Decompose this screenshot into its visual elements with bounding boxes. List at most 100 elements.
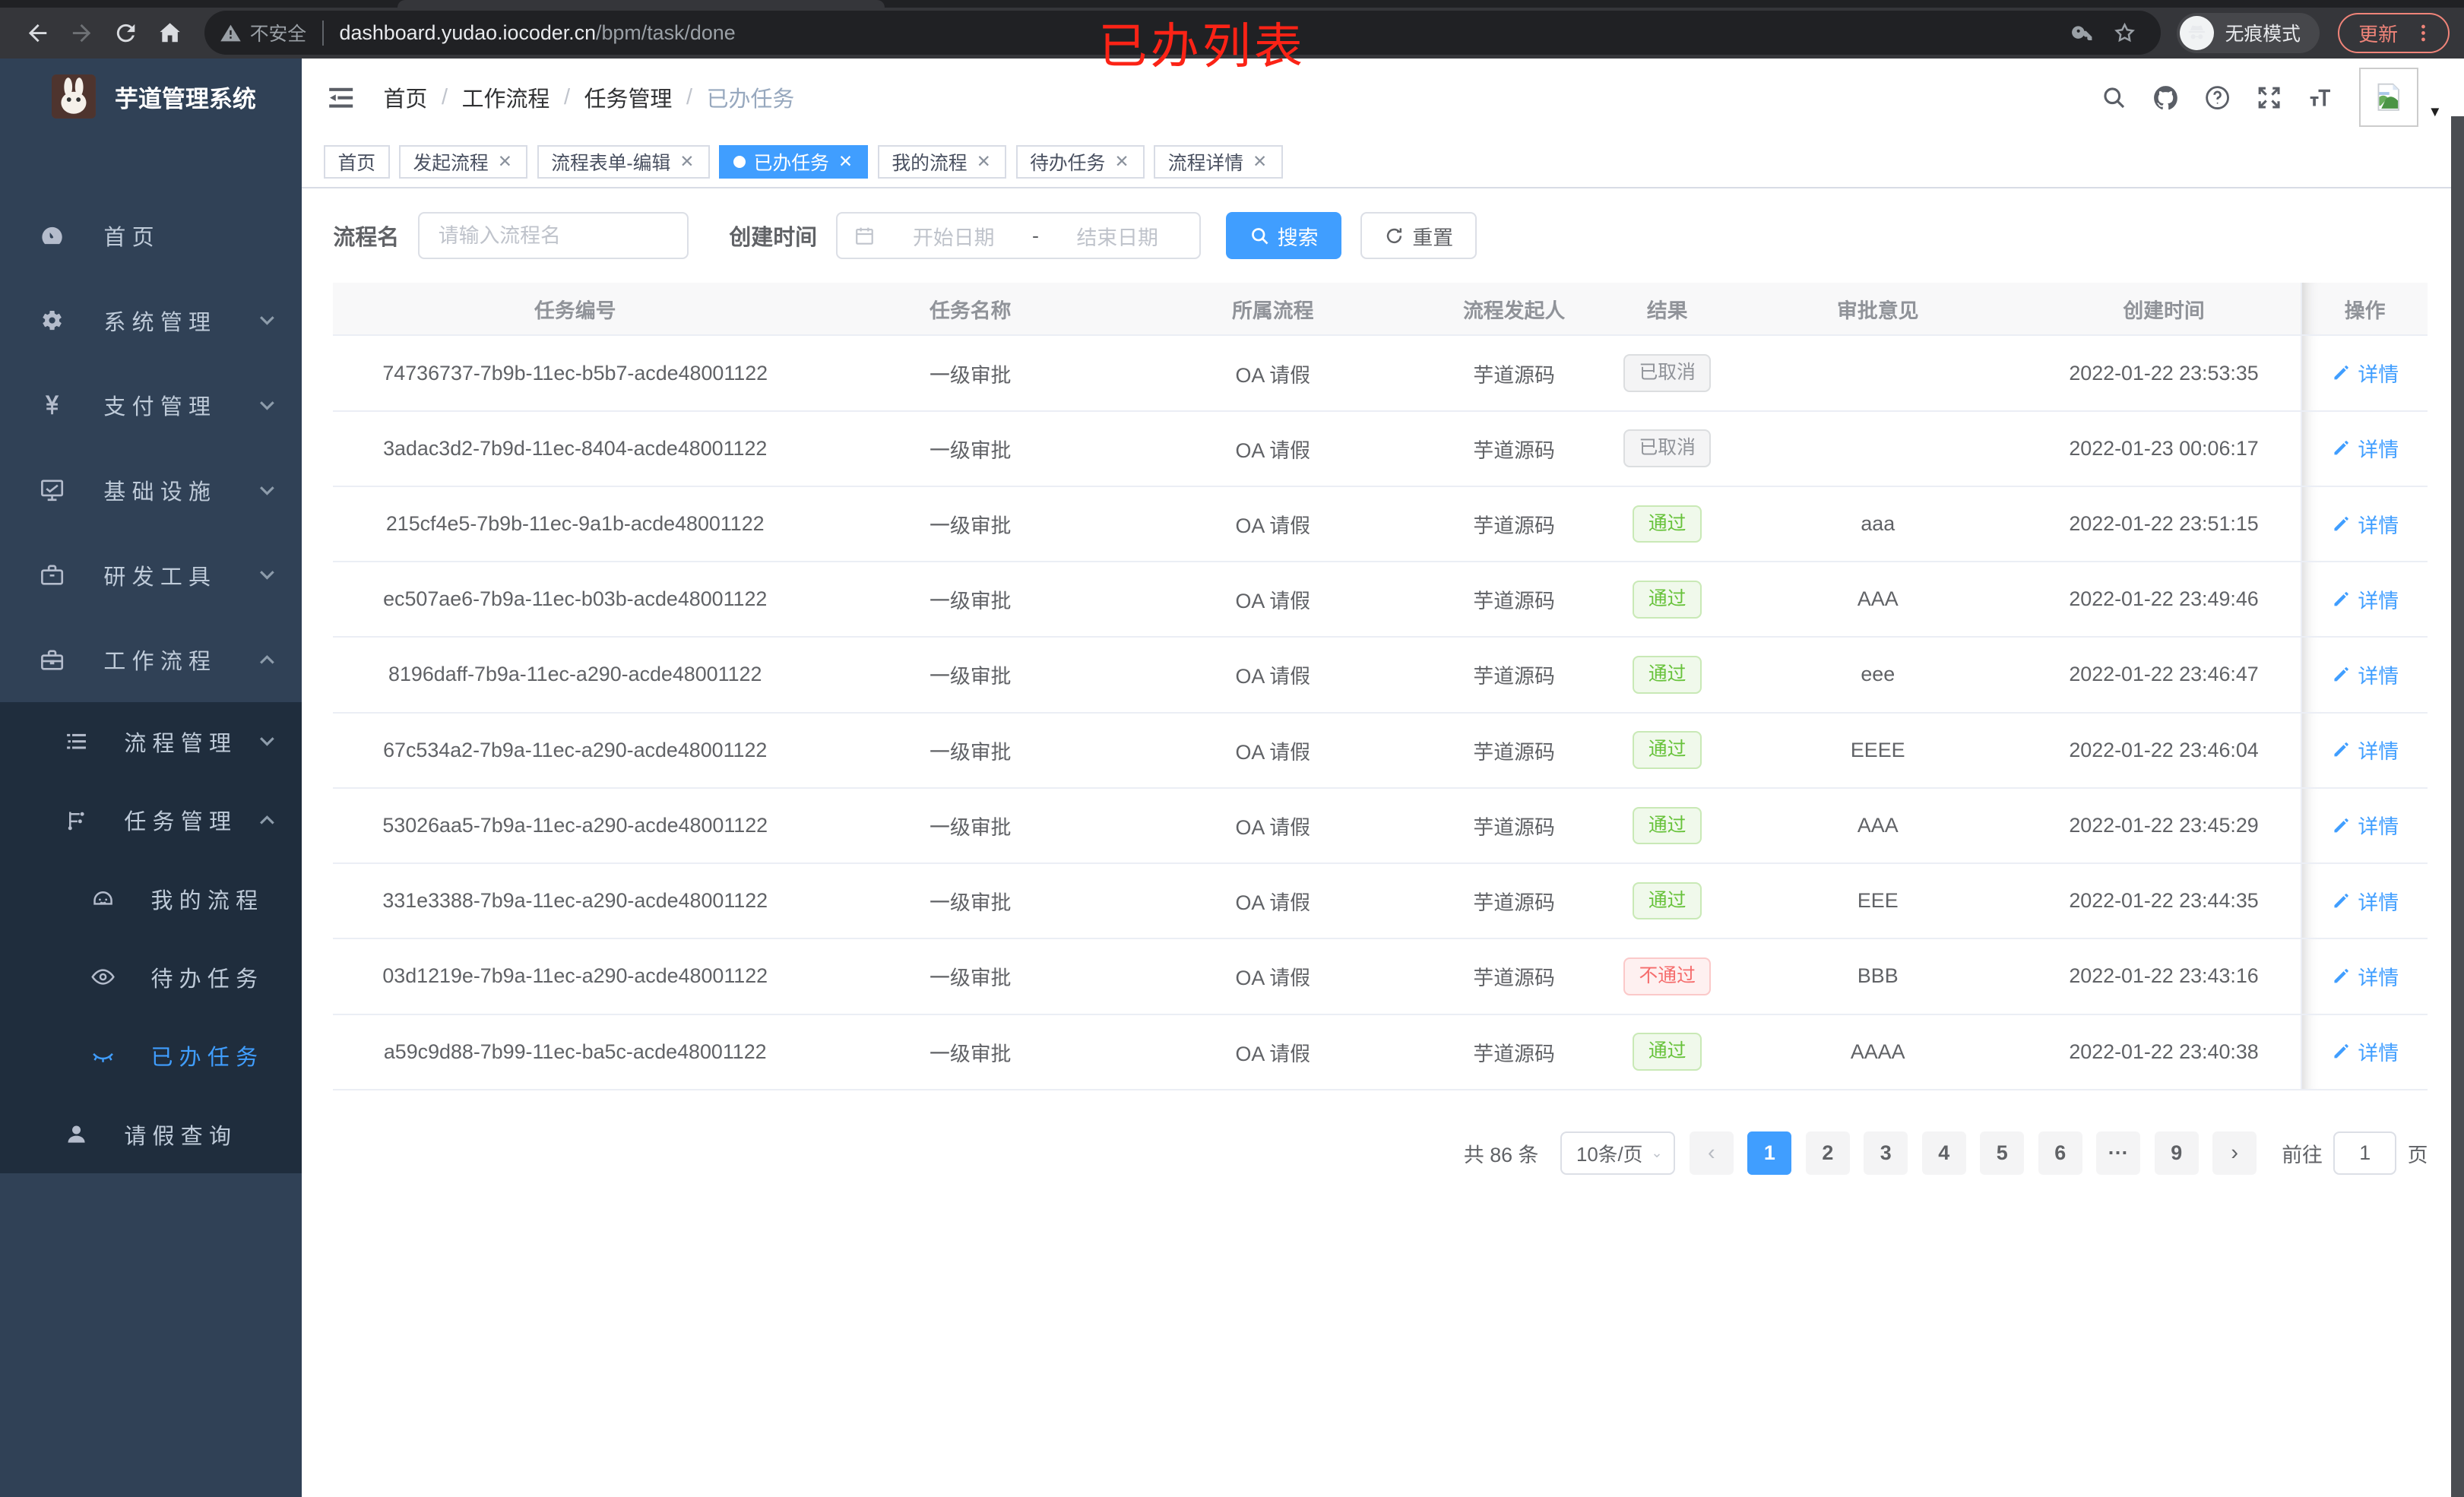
date-range-picker[interactable]: 开始日期 - 结束日期 <box>835 212 1201 260</box>
detail-link[interactable]: 详情 <box>2331 886 2399 916</box>
end-date-placeholder: 结束日期 <box>1076 226 1158 249</box>
update-button[interactable]: 更新 <box>2338 12 2450 54</box>
page-button-6[interactable]: 6 <box>2038 1131 2082 1176</box>
font-size-icon[interactable] <box>2302 78 2340 116</box>
table-row: 03d1219e-7b9a-11ec-a290-acde48001122 一级审批… <box>333 939 2428 1015</box>
github-icon[interactable] <box>2147 78 2185 116</box>
user-menu-caret-icon[interactable]: ▼ <box>2428 103 2443 119</box>
sidebar-item-payment[interactable]: 支付管理 <box>0 363 302 448</box>
tab-todo-tasks[interactable]: 待办任务 ✕ <box>1015 145 1145 179</box>
breadcrumb-workflow[interactable]: 工作流程 <box>461 87 550 112</box>
detail-link[interactable]: 详情 <box>2331 584 2399 614</box>
page-button-4[interactable]: 4 <box>1921 1131 1966 1176</box>
main-area: 首页 / 工作流程 / 任务管理 / 已办任务 <box>301 58 2464 1497</box>
eye-icon <box>90 964 116 990</box>
reload-icon[interactable] <box>103 11 147 55</box>
page-button-2[interactable]: 2 <box>1805 1131 1850 1176</box>
sidebar-item-infra[interactable]: 基础设施 <box>0 448 302 533</box>
sidebar-item-done-tasks[interactable]: 已办任务 <box>0 1017 302 1095</box>
edit-icon <box>2334 441 2348 455</box>
url-bar[interactable]: 不安全 dashboard.yudao.iocoder.cn/bpm/task/… <box>204 11 2161 55</box>
page-ellipsis[interactable]: ··· <box>2096 1131 2141 1176</box>
detail-link[interactable]: 详情 <box>2331 961 2399 991</box>
topbar-actions: ▼ <box>2081 67 2443 128</box>
close-tab-icon[interactable]: ✕ <box>497 151 512 172</box>
tab-process-detail[interactable]: 流程详情 ✕ <box>1154 145 1283 179</box>
sidebar-item-workflow[interactable]: 工作流程 <box>0 618 302 703</box>
process-name-input[interactable] <box>417 212 689 260</box>
sidebar-item-todo-tasks[interactable]: 待办任务 <box>0 938 302 1016</box>
prev-page-button[interactable]: ‹ <box>1689 1131 1734 1176</box>
status-badge: 不通过 <box>1623 957 1712 995</box>
page-jump: 前往 页 <box>2282 1131 2428 1176</box>
breadcrumb-task-mgmt[interactable]: 任务管理 <box>584 87 673 112</box>
logo-image <box>52 74 97 119</box>
chevron-up-icon <box>260 654 274 664</box>
page-button-5[interactable]: 5 <box>1980 1131 2025 1176</box>
search-icon[interactable] <box>2095 78 2133 116</box>
sidebar-item-home[interactable]: 首页 <box>0 193 302 278</box>
sidebar-item-my-process[interactable]: 我的流程 <box>0 859 302 938</box>
page-jump-input[interactable] <box>2333 1131 2397 1176</box>
status-badge: 通过 <box>1633 580 1702 619</box>
detail-link[interactable]: 详情 <box>2331 358 2399 388</box>
tab-home[interactable]: 首页 <box>323 145 390 179</box>
page-button-1[interactable]: 1 <box>1747 1131 1792 1176</box>
total-count: 共 86 条 <box>1463 1143 1539 1166</box>
page-size-select[interactable]: 10条/页 ⌄ <box>1560 1131 1676 1176</box>
help-icon[interactable] <box>2199 78 2237 116</box>
col-task-id: 任务编号 <box>333 283 818 337</box>
logo-row[interactable]: 芋道管理系统 <box>0 59 302 135</box>
sidebar-item-task-mgmt[interactable]: 任务管理 <box>0 781 302 859</box>
search-button[interactable]: 搜索 <box>1225 212 1342 260</box>
detail-link[interactable]: 详情 <box>2331 660 2399 689</box>
collapse-sidebar-icon[interactable] <box>325 82 356 113</box>
bookmark-star-icon[interactable] <box>2105 13 2146 54</box>
tab-form-edit[interactable]: 流程表单-编辑 ✕ <box>537 145 710 179</box>
page-button-3[interactable]: 3 <box>1864 1131 1908 1176</box>
start-date-placeholder: 开始日期 <box>913 226 995 249</box>
security-warning[interactable]: 不安全 <box>220 19 306 46</box>
red-annotation: 已办列表 <box>1098 19 1306 74</box>
avatar[interactable] <box>2358 67 2419 128</box>
sidebar-item-devtools[interactable]: 研发工具 <box>0 533 302 618</box>
breadcrumb: 首页 / 工作流程 / 任务管理 / 已办任务 <box>383 81 794 113</box>
detail-link[interactable]: 详情 <box>2331 810 2399 840</box>
detail-link[interactable]: 详情 <box>2331 735 2399 764</box>
table-header-row: 任务编号 任务名称 所属流程 流程发起人 结果 审批意见 创建时间 操作 <box>333 283 2428 337</box>
sidebar-item-process-mgmt[interactable]: 流程管理 <box>0 702 302 780</box>
close-tab-icon[interactable]: ✕ <box>679 151 695 172</box>
tab-done-tasks[interactable]: 已办任务 ✕ <box>719 145 869 179</box>
page-button-9[interactable]: 9 <box>2154 1131 2199 1176</box>
detail-link[interactable]: 详情 <box>2331 1037 2399 1066</box>
close-tab-icon[interactable]: ✕ <box>976 151 991 172</box>
reset-button[interactable]: 重置 <box>1360 212 1477 260</box>
robot-icon <box>90 885 116 912</box>
forward-icon[interactable] <box>60 11 104 55</box>
next-page-button[interactable]: › <box>2212 1131 2257 1176</box>
sidebar-item-system[interactable]: 系统管理 <box>0 278 302 363</box>
table-row: a59c9d88-7b99-11ec-ba5c-acde48001122 一级审批… <box>333 1014 2428 1090</box>
fullscreen-icon[interactable] <box>2250 78 2288 116</box>
browser-toolbar: 不安全 dashboard.yudao.iocoder.cn/bpm/task/… <box>0 8 2464 58</box>
back-icon[interactable] <box>16 11 60 55</box>
detail-link[interactable]: 详情 <box>2331 509 2399 539</box>
close-tab-icon[interactable]: ✕ <box>1114 151 1129 172</box>
close-tab-icon[interactable]: ✕ <box>838 151 854 172</box>
status-badge: 已取消 <box>1623 354 1712 392</box>
window-scrollbar[interactable] <box>2451 116 2464 1497</box>
col-starter: 流程发起人 <box>1422 283 1607 337</box>
table-row: 215cf4e5-7b9b-11ec-9a1b-acde48001122 一级审批… <box>333 486 2428 563</box>
detail-link[interactable]: 详情 <box>2331 433 2399 463</box>
tab-my-process[interactable]: 我的流程 ✕ <box>877 145 1007 179</box>
sidebar-item-leave-query[interactable]: 请假查询 <box>0 1095 302 1173</box>
password-key-icon[interactable] <box>2063 13 2105 54</box>
home-icon[interactable] <box>147 11 192 55</box>
status-badge: 通过 <box>1633 731 1702 769</box>
tab-start-process[interactable]: 发起流程 ✕ <box>398 145 528 179</box>
edit-icon <box>2334 742 2348 757</box>
close-tab-icon[interactable]: ✕ <box>1253 151 1268 172</box>
create-time-label: 创建时间 <box>729 226 818 251</box>
breadcrumb-home[interactable]: 首页 <box>383 87 428 112</box>
